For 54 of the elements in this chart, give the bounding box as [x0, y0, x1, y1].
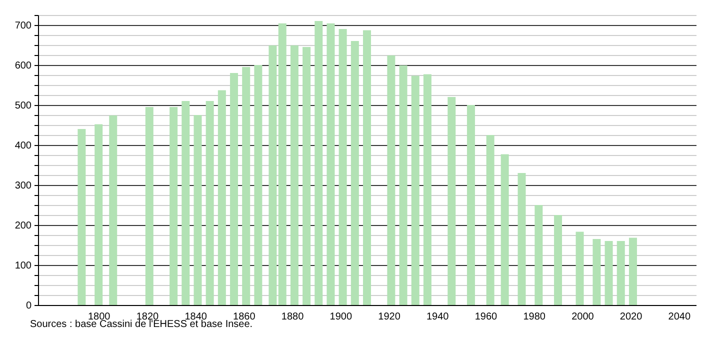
bar [278, 23, 286, 305]
x-tick-label: 1940 [426, 312, 450, 322]
bar [94, 124, 103, 305]
bar [350, 41, 359, 305]
bar [592, 239, 601, 305]
bar [302, 47, 311, 305]
bar [363, 30, 371, 305]
bar [534, 205, 543, 305]
bar [268, 45, 277, 305]
bar [206, 101, 214, 305]
bar [230, 73, 238, 305]
bar [411, 76, 420, 305]
y-tick-label: 300 [14, 180, 32, 192]
bar [466, 105, 475, 305]
bar [242, 67, 250, 305]
y-tick-label: 500 [14, 100, 32, 112]
bar [78, 129, 86, 305]
bar [290, 45, 298, 305]
bar [486, 135, 494, 305]
bar [500, 154, 509, 305]
y-tick-label: 600 [14, 60, 32, 72]
bar [326, 23, 335, 305]
bar [518, 173, 526, 305]
bar [628, 238, 637, 305]
bar [616, 241, 625, 305]
x-tick-label: 2000 [572, 312, 594, 322]
bar [109, 115, 118, 305]
bar [554, 215, 562, 305]
bar [423, 74, 432, 305]
bar [338, 29, 347, 305]
y-tick-label: 200 [14, 220, 32, 232]
bar [604, 241, 613, 305]
bar [218, 90, 226, 305]
x-tick-label: 1900 [330, 312, 352, 322]
x-tick-label: 2040 [668, 312, 691, 322]
bar [314, 21, 323, 305]
bar [387, 55, 396, 305]
x-tick-label: 1980 [523, 312, 546, 322]
y-tick-label: 0 [26, 300, 32, 312]
bar [399, 65, 408, 305]
bar [448, 97, 456, 305]
bar [145, 107, 154, 305]
bar [170, 107, 178, 305]
y-tick-label: 400 [14, 140, 32, 152]
y-tick-label: 100 [14, 260, 32, 272]
x-tick-label: 1960 [474, 312, 498, 322]
bar [254, 65, 262, 305]
bar [194, 115, 202, 305]
bar [576, 232, 584, 305]
y-tick-label: 700 [14, 20, 32, 32]
bar [182, 101, 190, 305]
x-tick-label: 1920 [378, 312, 401, 322]
x-tick-label: 1880 [281, 312, 304, 322]
x-tick-label: 2020 [620, 312, 643, 322]
